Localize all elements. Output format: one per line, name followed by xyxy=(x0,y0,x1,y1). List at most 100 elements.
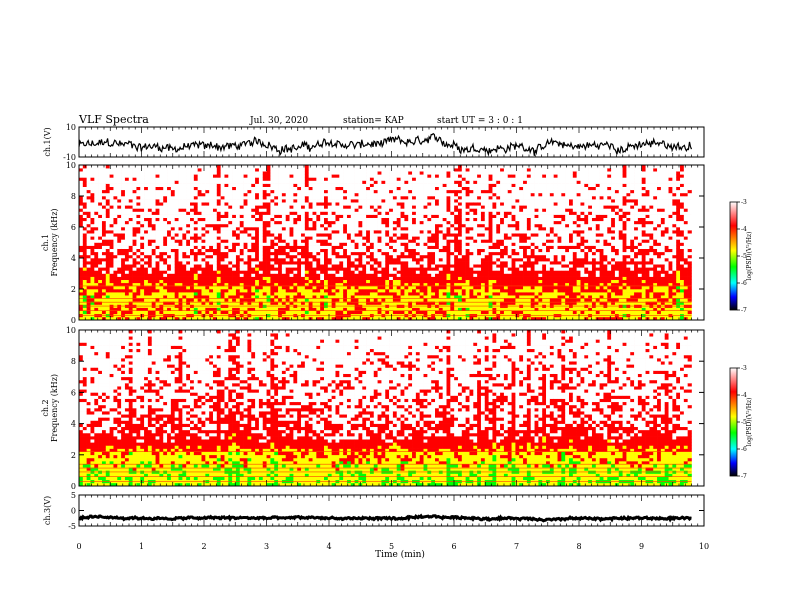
spectrogram-cell xyxy=(224,223,229,228)
spectrogram-cell xyxy=(366,236,371,240)
spectrogram-cell xyxy=(415,227,421,231)
spectrogram-cell xyxy=(419,211,424,215)
spectrogram-cell xyxy=(377,168,382,172)
spectrogram-cell xyxy=(124,264,130,268)
spectrogram-cell xyxy=(151,282,156,287)
spectrogram-cell xyxy=(316,202,321,206)
spectrogram-cell xyxy=(289,177,294,181)
spectrogram-cell xyxy=(247,211,252,215)
spectrogram-cell xyxy=(270,192,275,197)
spectrogram-cell xyxy=(101,301,107,305)
spectrogram-cell xyxy=(354,245,359,249)
spectrogram-cell xyxy=(251,230,256,234)
spectrogram-cell xyxy=(235,186,241,191)
spectrogram-cell xyxy=(163,236,168,240)
spectrogram-cell xyxy=(105,202,110,206)
spectrogram-cell xyxy=(274,254,279,259)
spectrogram-cell xyxy=(151,264,156,268)
spectrogram-cell xyxy=(308,202,313,206)
spectrogram-cell xyxy=(320,223,325,228)
spectrogram-cell xyxy=(350,214,355,218)
spectrogram-cell xyxy=(140,236,145,240)
spectrogram-cell xyxy=(362,261,367,265)
spectrogram-cell xyxy=(301,220,306,225)
spectrogram-cell xyxy=(308,223,313,228)
spectrogram-cell xyxy=(121,223,126,228)
spectrogram-cell xyxy=(262,273,267,277)
spectrogram-cell xyxy=(435,248,440,253)
spectrogram-cell xyxy=(327,310,332,315)
spectrogram-cell xyxy=(373,230,378,234)
spectrogram-cell xyxy=(346,282,352,287)
spectrogram-cell xyxy=(144,227,149,231)
spectrogram-cell xyxy=(86,180,91,184)
spectrogram-cell xyxy=(327,261,332,265)
spectrogram-cell xyxy=(232,261,237,265)
spectrogram-cell xyxy=(400,180,405,184)
spectrogram-cell xyxy=(98,165,103,169)
spectrogram-cell xyxy=(366,258,371,262)
spectrogram-cell xyxy=(304,270,309,274)
spectrogram-cell xyxy=(109,236,114,240)
spectrogram-cell xyxy=(262,211,267,215)
spectrogram-cell xyxy=(301,171,306,175)
spectrogram-cell xyxy=(197,239,202,243)
spectrogram-cell xyxy=(301,168,306,172)
spectrogram-cell xyxy=(186,242,191,246)
spectrogram-cell xyxy=(155,298,160,302)
spectrogram-cell xyxy=(327,171,332,175)
y-tick-label: -10 xyxy=(63,153,76,162)
spectrogram-cell xyxy=(79,196,84,200)
spectrogram-cell xyxy=(190,180,195,184)
spectrogram-cell xyxy=(385,261,390,265)
spectrogram-cell xyxy=(178,177,183,181)
spectrogram-cell xyxy=(193,227,198,231)
spectrogram-cell xyxy=(193,251,198,256)
spectrogram-cell xyxy=(335,316,340,321)
spectrogram-cell xyxy=(293,279,298,284)
spectrogram-cell xyxy=(377,242,382,246)
spectrogram-cell xyxy=(412,307,417,311)
spectrogram-cell xyxy=(178,258,183,262)
spectrogram-cell xyxy=(258,233,264,237)
spectrogram-cell xyxy=(408,177,413,181)
spectrogram-cell xyxy=(266,295,271,299)
spectrogram-cell xyxy=(412,168,417,172)
spectrogram-cell xyxy=(389,208,394,212)
spectrogram-cell xyxy=(182,282,187,287)
spectrogram-cell xyxy=(301,211,306,215)
spectrogram-cell xyxy=(373,264,378,268)
spectrogram-cell xyxy=(366,168,371,172)
spectrogram-cell xyxy=(366,298,371,302)
spectrogram-cell xyxy=(262,168,267,172)
spectrogram-cell xyxy=(209,192,214,197)
spectrogram-cell xyxy=(197,233,202,237)
spectrogram-cell xyxy=(431,236,436,240)
spectrogram-cell xyxy=(358,211,363,215)
spectrogram-cell xyxy=(331,276,336,280)
spectrogram-cell xyxy=(293,217,298,222)
spectrogram-cell xyxy=(366,261,371,265)
spectrogram-cell xyxy=(147,208,153,212)
spectrogram-cell xyxy=(316,298,321,302)
spectrogram-cell xyxy=(255,208,260,212)
spectrogram-cell xyxy=(247,196,252,200)
spectrogram-cell xyxy=(301,239,306,243)
spectrogram-cell xyxy=(216,214,221,218)
spectrogram-cell xyxy=(117,196,122,200)
spectrogram-cell xyxy=(167,202,172,206)
spectrogram-cell xyxy=(109,211,114,215)
spectrogram-cell xyxy=(86,270,91,274)
spectrogram-cell xyxy=(412,196,417,200)
spectrogram-cell xyxy=(266,236,271,240)
spectrogram-cell xyxy=(293,180,298,184)
spectrogram-cell xyxy=(136,199,141,203)
spectrogram-cell xyxy=(431,298,436,302)
spectrogram-cell xyxy=(396,233,401,237)
spectrogram-cell xyxy=(167,295,172,299)
spectrogram-cell xyxy=(82,189,87,194)
spectrogram-cell xyxy=(381,289,386,293)
spectrogram-cell xyxy=(132,258,137,262)
spectrogram-cell xyxy=(412,177,417,181)
spectrogram-cell xyxy=(239,183,244,187)
